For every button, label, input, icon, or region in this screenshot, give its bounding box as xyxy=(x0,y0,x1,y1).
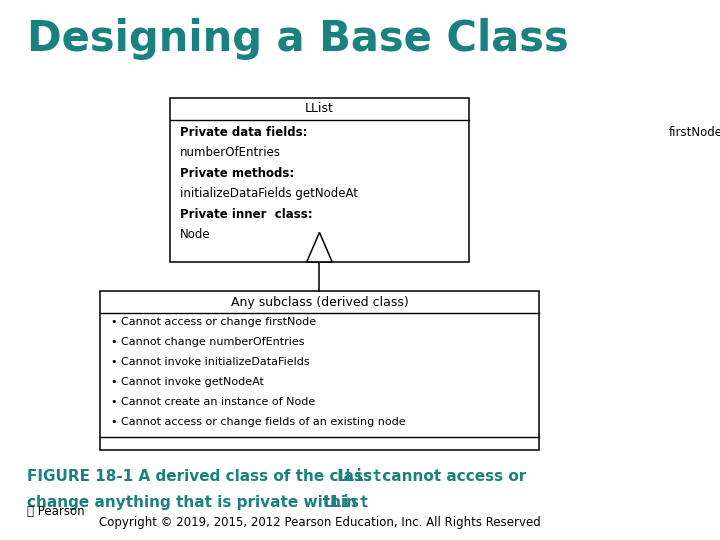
Text: LList: LList xyxy=(336,469,382,484)
Text: Private inner  class:: Private inner class: xyxy=(180,208,317,221)
Text: Copyright © 2019, 2015, 2012 Pearson Education, Inc. All Rights Reserved: Copyright © 2019, 2015, 2012 Pearson Edu… xyxy=(99,516,540,529)
Text: Any subclass (derived class): Any subclass (derived class) xyxy=(230,296,408,309)
Text: LList: LList xyxy=(323,495,369,510)
Text: firstNode: firstNode xyxy=(668,126,720,139)
Text: • Cannot change numberOfEntries: • Cannot change numberOfEntries xyxy=(112,337,305,347)
Polygon shape xyxy=(307,232,332,262)
Text: change anything that is private within: change anything that is private within xyxy=(27,495,362,510)
Text: • Cannot access or change firstNode: • Cannot access or change firstNode xyxy=(112,318,317,327)
Text: • Cannot access or change fields of an existing node: • Cannot access or change fields of an e… xyxy=(112,417,406,427)
Bar xyxy=(170,98,469,262)
Bar xyxy=(100,292,539,450)
Text: Private data fields:: Private data fields: xyxy=(180,126,312,139)
Text: Designing a Base Class: Designing a Base Class xyxy=(27,17,569,59)
Text: • Cannot invoke getNodeAt: • Cannot invoke getNodeAt xyxy=(112,377,264,387)
Text: • Cannot invoke initializeDataFields: • Cannot invoke initializeDataFields xyxy=(112,357,310,367)
Text: Private methods:: Private methods: xyxy=(180,167,299,180)
Text: • Cannot create an instance of Node: • Cannot create an instance of Node xyxy=(112,397,315,407)
Text: numberOfEntries: numberOfEntries xyxy=(180,146,281,159)
Text: initializeDataFields getNodeAt: initializeDataFields getNodeAt xyxy=(180,187,358,200)
Text: Ⓟ Pearson: Ⓟ Pearson xyxy=(27,505,84,518)
Text: cannot access or: cannot access or xyxy=(377,469,526,484)
Text: FIGURE 18-1 A derived class of the class: FIGURE 18-1 A derived class of the class xyxy=(27,469,377,484)
Text: Node: Node xyxy=(180,228,211,241)
Text: LList: LList xyxy=(305,103,334,116)
